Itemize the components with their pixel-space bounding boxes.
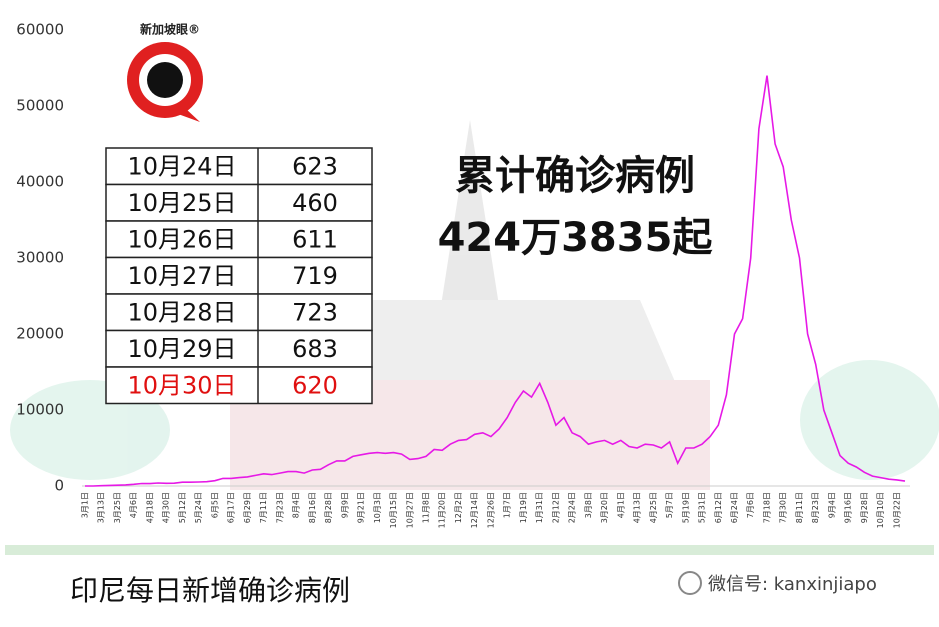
logo-text: 新加坡眼®	[140, 22, 200, 37]
table-date: 10月26日	[127, 225, 236, 253]
table-count: 620	[292, 371, 338, 399]
x-tick-label: 9月16日	[844, 492, 853, 523]
x-tick-label: 6月24日	[730, 492, 739, 523]
headline: 424万3835起	[438, 215, 714, 261]
x-tick-label: 8月11日	[795, 492, 804, 523]
x-tick-label: 9月28日	[860, 492, 869, 523]
y-tick-label: 10000	[16, 401, 64, 419]
x-tick-label: 12月26日	[486, 492, 495, 528]
x-tick-label: 5月19日	[681, 492, 690, 523]
table-row	[105, 293, 373, 332]
table-date: 10月24日	[127, 152, 236, 180]
table-count: 683	[292, 335, 338, 363]
table-row	[105, 256, 373, 295]
table-count: 719	[292, 262, 338, 290]
x-tick-label: 7月30日	[779, 492, 788, 523]
x-tick-label: 7月18日	[762, 492, 771, 523]
x-tick-label: 1月19日	[519, 492, 528, 523]
table-date: 10月27日	[127, 262, 236, 290]
y-tick-label: 60000	[16, 21, 64, 39]
x-tick-label: 5月7日	[665, 492, 674, 518]
x-tick-label: 6月17日	[227, 492, 236, 523]
x-tick-label: 3月1日	[81, 492, 90, 518]
table-date: 10月30日	[127, 371, 236, 399]
headline: 累计确诊病例	[455, 153, 695, 199]
x-tick-label: 4月30日	[162, 492, 171, 523]
x-tick-label: 7月6日	[746, 492, 755, 518]
x-tick-label: 5月12日	[178, 492, 187, 523]
x-tick-label: 10月15日	[389, 492, 398, 528]
wechat-icon	[678, 571, 702, 595]
data-line	[85, 75, 906, 487]
x-tick-label: 7月11日	[259, 492, 268, 523]
table-count: 460	[292, 189, 338, 217]
x-tick-label: 3月8日	[584, 492, 593, 518]
x-tick-label: 4月6日	[129, 492, 138, 518]
x-tick-label: 6月29日	[243, 492, 252, 523]
x-tick-label: 3月13日	[97, 492, 106, 523]
y-tick-label: 30000	[16, 249, 64, 267]
x-tick-label: 6月12日	[714, 492, 723, 523]
y-tick-label: 40000	[16, 173, 64, 191]
x-tick-label: 12月2日	[454, 492, 463, 523]
x-tick-label: 2月24日	[568, 492, 577, 523]
x-tick-label: 8月4日	[292, 492, 301, 518]
table-count: 623	[292, 152, 338, 180]
x-tick-label: 9月21日	[357, 492, 366, 523]
table: 10月24日 623 10月25日 460 10月26日 611 10月27日 719 10月2…	[105, 147, 373, 405]
x-tick-label: 1月31日	[535, 492, 544, 523]
table-date: 10月29日	[127, 335, 236, 363]
x-tick-label: 5月31日	[698, 492, 707, 523]
x-tick-label: 12月14日	[470, 492, 479, 528]
table-row	[105, 147, 373, 186]
table-row	[105, 366, 373, 405]
x-tick-label: 7月23日	[275, 492, 284, 523]
x-tick-label: 11月8日	[421, 492, 430, 523]
x-tick-label: 1月7日	[503, 492, 512, 518]
table-count: 611	[292, 225, 338, 253]
logo: 新加坡眼®	[127, 22, 203, 122]
x-tick-label: 4月13日	[633, 492, 642, 523]
table-date: 10月25日	[127, 189, 236, 217]
x-tick-label: 6月5日	[210, 492, 219, 518]
table-count: 723	[292, 298, 338, 326]
x-tick-label: 11月20日	[438, 492, 447, 528]
y-tick-label: 20000	[16, 325, 64, 343]
watermark: 微信号: kanxinjiapo	[708, 574, 877, 595]
x-tick-label: 10月3日	[373, 492, 382, 523]
x-tick-label: 8月28日	[324, 492, 333, 523]
table-date: 10月28日	[127, 298, 236, 326]
x-tick-label: 10月27日	[405, 492, 414, 528]
x-tick-label: 4月1日	[616, 492, 625, 518]
x-tick-label: 8月16日	[308, 492, 317, 523]
x-tick-label: 8月23日	[811, 492, 820, 523]
table-row	[105, 220, 373, 259]
y-tick-label: 0	[54, 477, 64, 495]
x-tick-label: 4月25日	[649, 492, 658, 523]
x-tick-label: 4月18日	[145, 492, 154, 523]
x-tick-label: 10月22日	[892, 492, 901, 528]
x-tick-label: 9月9日	[340, 492, 349, 518]
background-art	[10, 120, 939, 490]
x-tick-label: 5月24日	[194, 492, 203, 523]
y-tick-label: 50000	[16, 97, 64, 115]
x-tick-label: 10月10日	[876, 492, 885, 528]
x-tick-label: 3月20日	[600, 492, 609, 523]
ground-strip	[5, 545, 934, 555]
x-tick-label: 3月25日	[113, 492, 122, 523]
x-tick-label: 9月4日	[827, 492, 836, 518]
table-row	[105, 183, 373, 222]
caption: 印尼每日新增确诊病例	[70, 574, 350, 607]
x-tick-label: 2月12日	[551, 492, 560, 523]
